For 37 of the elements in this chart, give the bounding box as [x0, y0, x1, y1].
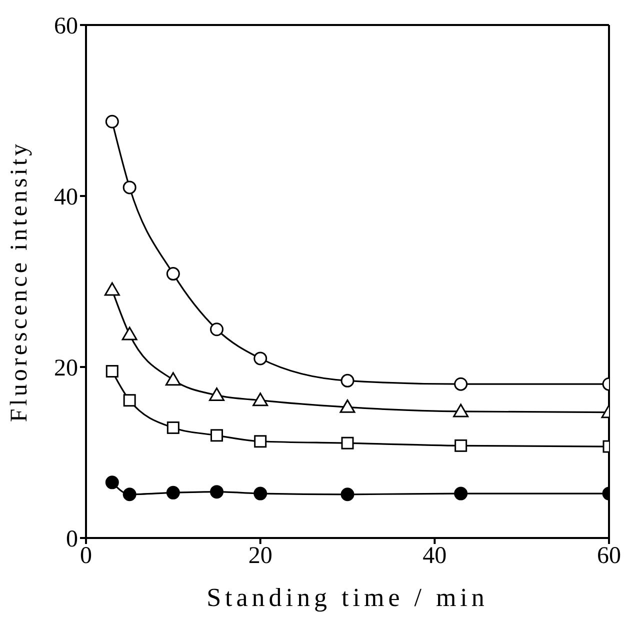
point [122, 180, 136, 194]
point [341, 436, 354, 450]
point [104, 282, 120, 296]
point [209, 387, 224, 401]
point [166, 267, 180, 281]
point [454, 486, 468, 500]
y-axis-title: Fluorescence intensity [6, 140, 33, 422]
point [340, 399, 356, 413]
point [252, 392, 268, 406]
point [254, 352, 268, 366]
point [210, 429, 223, 442]
point [454, 377, 468, 391]
x-tick-label: 40 [422, 543, 447, 570]
point [106, 365, 118, 378]
y-tick-label: 40 [54, 184, 78, 211]
point [254, 435, 267, 448]
x-axis-title: Standing time / min [206, 583, 488, 612]
y-tick-label: 0 [66, 526, 78, 553]
point [165, 372, 181, 386]
point [254, 486, 268, 500]
point [210, 485, 224, 499]
point [340, 374, 354, 388]
point [454, 439, 468, 452]
point [340, 488, 354, 502]
y-tick-label: 20 [54, 356, 78, 382]
point [166, 421, 180, 434]
point [166, 486, 180, 500]
x-tick-label: 20 [248, 543, 272, 570]
y-tick-label: 60 [54, 14, 78, 40]
x-tick-label: 60 [597, 543, 621, 570]
point [453, 404, 469, 418]
point [122, 488, 136, 502]
point [122, 326, 138, 340]
point [123, 394, 136, 407]
point [105, 476, 119, 490]
point [210, 322, 224, 336]
point [105, 114, 119, 128]
